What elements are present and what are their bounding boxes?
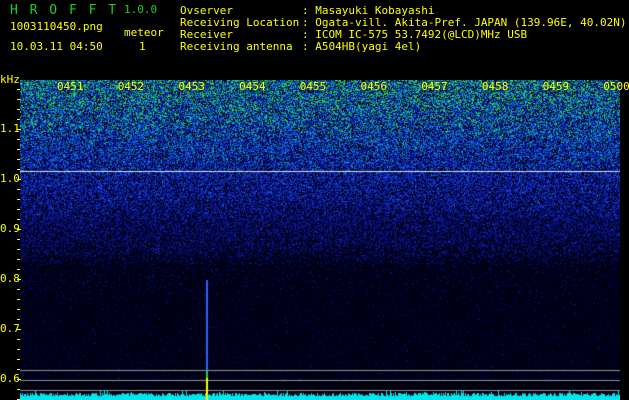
- y-tick: [17, 89, 20, 90]
- app-title: H R O F F T: [10, 3, 119, 18]
- observer-value: Masayuki Kobayashi: [315, 4, 435, 17]
- y-tick: [17, 259, 20, 260]
- info-value-location: : Ogata-vill. Akita-Pref. JAPAN (139.96E…: [302, 16, 627, 29]
- info-label-observer: Ovserver: [180, 4, 233, 17]
- y-tick: [17, 229, 21, 230]
- y-unit-label: kHz: [0, 73, 20, 86]
- y-tick: [17, 299, 20, 300]
- y-tick: [17, 339, 20, 340]
- meteor-label: meteor: [124, 26, 164, 39]
- location-value: Ogata-vill. Akita-Pref. JAPAN (139.96E, …: [315, 16, 627, 29]
- y-tick: [17, 359, 20, 360]
- meteor-count: 1: [139, 40, 146, 53]
- info-label-location: Receiving Location: [180, 16, 300, 29]
- time-label: 0457: [421, 80, 448, 93]
- info-label-antenna: Receiving antenna: [180, 40, 293, 53]
- y-tick: [17, 369, 20, 370]
- y-tick: [17, 109, 20, 110]
- y-tick: [17, 349, 20, 350]
- antenna-value: A504HB(yagi 4el): [315, 40, 422, 53]
- y-tick: [17, 279, 21, 280]
- app-version: 1.0.0: [124, 3, 158, 16]
- y-tick: [17, 389, 20, 390]
- y-tick-label: 1.0: [0, 172, 20, 185]
- y-tick: [17, 329, 21, 330]
- y-tick-label: 1.1: [0, 122, 20, 135]
- time-label: 0500: [603, 80, 629, 93]
- time-label: 0452: [117, 80, 145, 93]
- y-tick: [17, 139, 20, 140]
- y-tick: [17, 169, 20, 170]
- info-value-antenna: : A504HB(yagi 4el): [302, 40, 422, 53]
- y-tick: [17, 129, 21, 130]
- y-tick: [17, 289, 20, 290]
- y-tick-label: 0.8: [0, 272, 20, 285]
- y-tick: [17, 249, 20, 250]
- info-value-receiver: : ICOM IC-575 53.7492(@LCD)MHz USB: [302, 28, 528, 41]
- file-datetime: 10.03.11 04:50: [10, 40, 103, 53]
- y-tick: [17, 209, 20, 210]
- y-tick: [17, 159, 20, 160]
- y-tick: [17, 179, 21, 180]
- time-label: 0456: [360, 80, 387, 93]
- time-label: 0453: [178, 80, 205, 93]
- y-tick-label: 0.9: [0, 222, 20, 235]
- y-tick: [17, 199, 20, 200]
- info-value-observer: : Masayuki Kobayashi: [302, 4, 435, 17]
- time-label: 0459: [542, 80, 570, 93]
- receiver-value: ICOM IC-575 53.7492(@LCD)MHz USB: [315, 28, 528, 41]
- y-tick: [17, 309, 20, 310]
- y-tick: [17, 99, 20, 100]
- y-tick: [17, 149, 20, 150]
- y-tick: [17, 189, 20, 190]
- time-label: 0451: [57, 80, 84, 93]
- y-tick: [17, 319, 20, 320]
- y-tick: [17, 269, 20, 270]
- info-label-receiver: Receiver: [180, 28, 233, 41]
- y-tick: [17, 219, 20, 220]
- time-label: 0454: [239, 80, 266, 93]
- file-name: 1003110450.png: [10, 20, 103, 33]
- time-label: 0458: [481, 80, 509, 93]
- y-tick: [17, 119, 20, 120]
- y-tick-label: 0.7: [0, 322, 20, 335]
- y-tick-label: 0.6: [0, 372, 20, 385]
- time-label: 0455: [299, 80, 327, 93]
- y-tick: [17, 239, 20, 240]
- spectrogram: [20, 80, 620, 400]
- y-tick: [17, 379, 21, 380]
